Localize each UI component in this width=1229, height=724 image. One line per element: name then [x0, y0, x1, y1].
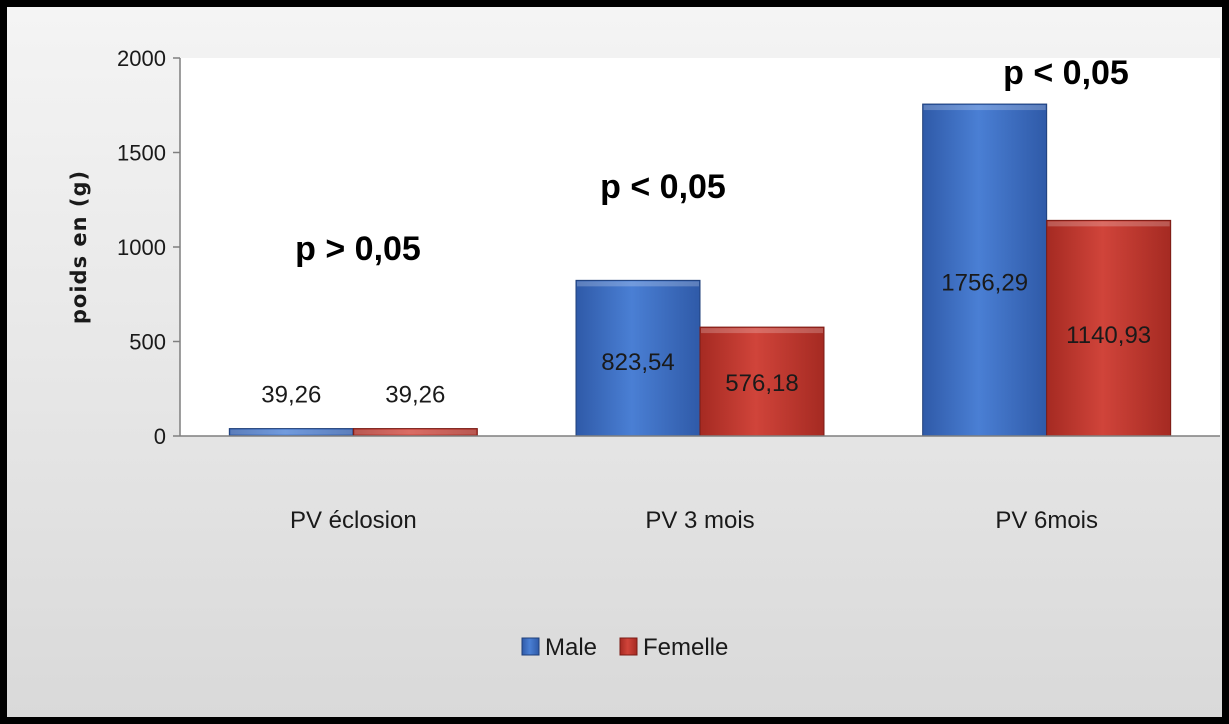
bar-male: [575, 279, 701, 437]
y-axis-title: poids en (g): [67, 170, 91, 324]
bar-bevel: [577, 281, 699, 287]
data-label: 576,18: [725, 370, 798, 397]
legend-label: Male: [545, 634, 597, 661]
bar-femelle: [699, 326, 825, 437]
data-label: 39,26: [385, 382, 445, 409]
y-tick-label: 1000: [117, 235, 166, 260]
x-tick-label: PV éclosion: [290, 507, 417, 534]
bar-femelle: [1046, 219, 1172, 437]
data-label: 823,54: [601, 349, 674, 376]
bar-bevel: [230, 429, 353, 435]
y-tick-label: 2000: [117, 46, 166, 71]
significance-annotation: p < 0,05: [1003, 54, 1129, 92]
y-tick-label: 0: [154, 424, 166, 449]
legend-swatch-male: [521, 637, 540, 656]
significance-annotation: p > 0,05: [295, 230, 421, 268]
x-tick-label: PV 3 mois: [645, 507, 754, 534]
significance-annotation: p < 0,05: [600, 168, 726, 206]
bar-bevel: [923, 105, 1046, 111]
legend-swatch-femelle: [619, 637, 638, 656]
bar-bevel: [701, 328, 823, 334]
y-tick-label: 1500: [117, 141, 166, 166]
bar-bevel: [354, 429, 477, 435]
data-label: 1756,29: [941, 270, 1028, 297]
y-tick-label: 500: [129, 330, 166, 355]
legend-label: Femelle: [643, 634, 728, 661]
x-tick-label: PV 6mois: [995, 507, 1098, 534]
data-label: 39,26: [261, 382, 321, 409]
data-label: 1140,93: [1066, 322, 1151, 349]
bar-bevel: [1047, 221, 1170, 227]
